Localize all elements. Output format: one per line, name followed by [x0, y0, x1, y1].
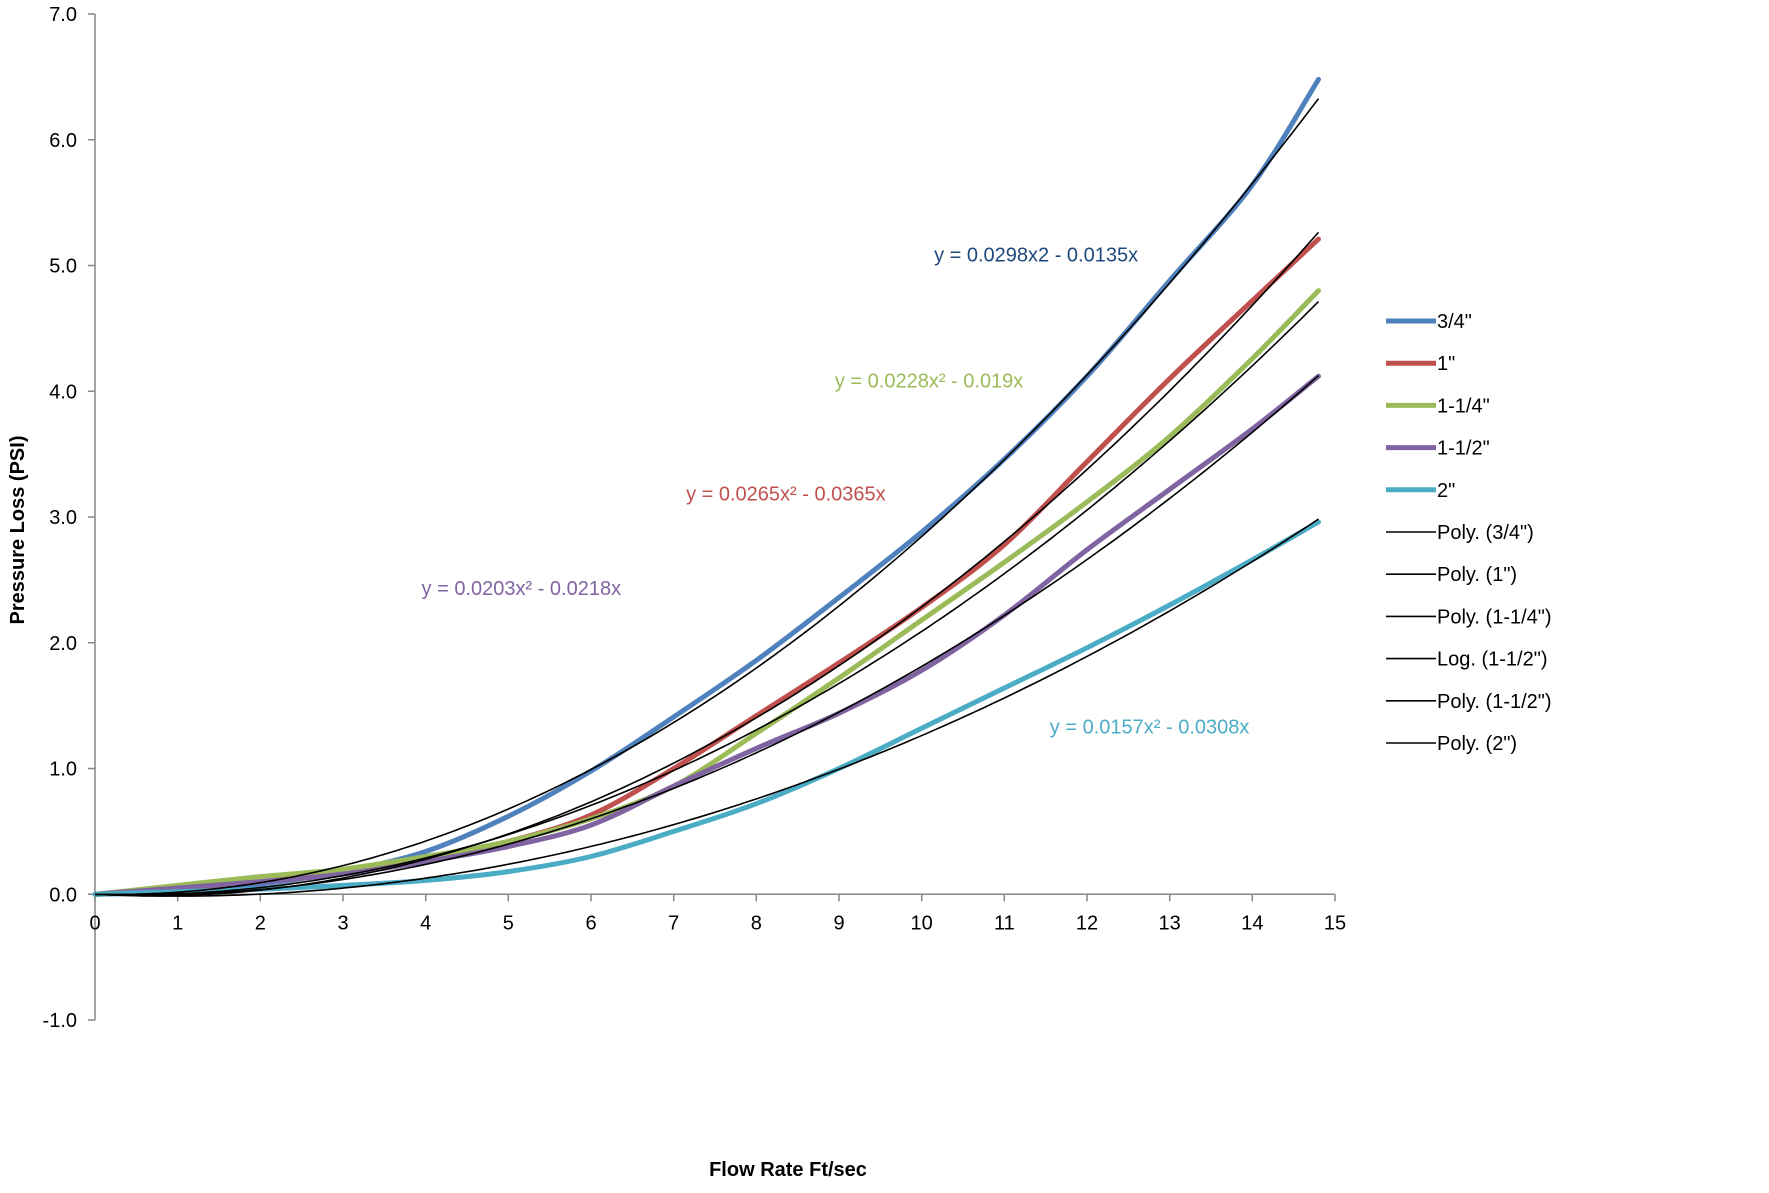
equation-label-4: y = 0.0157x² - 0.0308x	[1050, 716, 1250, 738]
x-tick-label: 5	[503, 912, 514, 934]
legend-label-7: Poly. (1-1/4")	[1437, 606, 1552, 628]
series-line-2	[92, 288, 1321, 897]
x-tick-label: 11	[994, 912, 1015, 934]
x-tick-label: 12	[1076, 912, 1098, 934]
legend-label-6: Poly. (1")	[1437, 564, 1517, 586]
x-tick-label: 3	[337, 912, 348, 934]
y-tick-label: 0.0	[49, 884, 77, 906]
axes	[88, 13, 1336, 1021]
y-tick-label: 2.0	[49, 633, 77, 655]
y-tick-label: -1.0	[43, 1010, 77, 1032]
y-tick-label: 7.0	[49, 4, 77, 26]
x-tick-label: 4	[420, 912, 431, 934]
x-tick-label: 7	[668, 912, 679, 934]
series-line-4	[92, 519, 1321, 897]
x-axis-title: Flow Rate Ft/sec	[709, 1159, 867, 1181]
x-tick-label: 14	[1241, 912, 1263, 934]
x-tick-label: 6	[585, 912, 596, 934]
legend-label-9: Poly. (1-1/2")	[1437, 691, 1552, 713]
x-tick-label: 8	[751, 912, 762, 934]
legend-label-0: 3/4"	[1437, 311, 1472, 333]
x-tick-label: 2	[255, 912, 266, 934]
legend-label-2: 1-1/4"	[1437, 395, 1490, 417]
x-tick-label: 1	[172, 912, 183, 934]
trendline-1	[94, 231, 1320, 897]
x-tick-label: 13	[1159, 912, 1181, 934]
y-tick-label: 5.0	[49, 256, 77, 278]
equation-label-1: y = 0.0228x² - 0.019x	[835, 370, 1023, 392]
y-tick-label: 1.0	[49, 759, 77, 781]
legend-label-5: Poly. (3/4")	[1437, 522, 1534, 544]
y-tick-label: 4.0	[49, 381, 77, 403]
series-line-3	[92, 373, 1321, 897]
equation-label-0: y = 0.0298x2 - 0.0135x	[934, 245, 1138, 267]
trendline-2	[94, 301, 1320, 896]
tick-labels: -1.00.01.02.03.04.05.06.07.00 1 2 3 4 5 6 7 8 9 10…	[43, 4, 1347, 1032]
x-tick-label: 10	[911, 912, 933, 934]
legend-label-8: Log. (1-1/2")	[1437, 649, 1548, 671]
trendline-0	[94, 98, 1320, 896]
y-tick-label: 6.0	[49, 130, 77, 152]
equation-annotations: y = 0.0298x2 - 0.0135x y = 0.0228x² - 0.0…	[422, 245, 1250, 739]
legend-label-4: 2"	[1437, 480, 1455, 502]
legend: 3/4" 1" 1-1/4" 1-1/2" 2" Poly. (3/4") Poly. (1…	[1386, 311, 1552, 755]
x-tick-label: 15	[1324, 912, 1346, 934]
x-tick-label: 9	[833, 912, 844, 934]
x-tick-label: 0	[89, 912, 100, 934]
legend-label-3: 1-1/2"	[1437, 438, 1490, 460]
trendline-5	[94, 518, 1319, 897]
trend-lines	[94, 98, 1320, 897]
y-axis-title: Pressure Loss (PSI)	[7, 436, 29, 625]
equation-label-2: y = 0.0265x² - 0.0365x	[686, 484, 886, 506]
trendline-4	[94, 375, 1320, 896]
legend-label-10: Poly. (2")	[1437, 733, 1517, 755]
y-tick-label: 3.0	[49, 507, 77, 529]
legend-label-1: 1"	[1437, 353, 1455, 375]
equation-label-3: y = 0.0203x² - 0.0218x	[422, 578, 622, 600]
series-line-1	[92, 236, 1321, 897]
